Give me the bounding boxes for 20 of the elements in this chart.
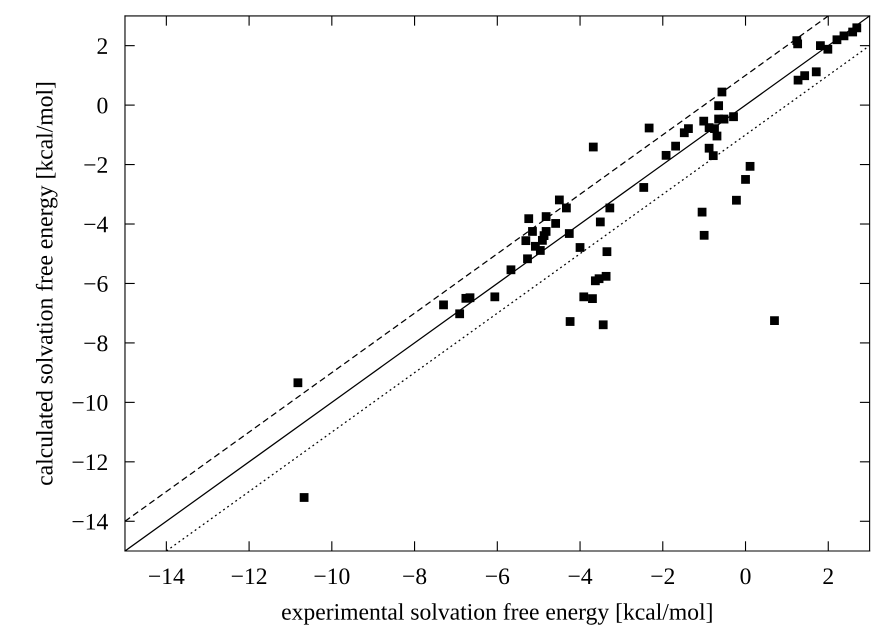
x-tick-label: −12 <box>232 568 266 584</box>
x-tick-label: −14 <box>149 568 184 584</box>
x-axis-title: experimental solvation free energy [kcal/mol] <box>282 602 712 625</box>
x-tick-label: −4 <box>568 568 592 584</box>
y-tick-label: −10 <box>72 394 108 411</box>
x-tick-label: 2 <box>823 568 833 584</box>
x-tick-label: −2 <box>651 568 674 584</box>
x-tick-label: −10 <box>314 568 350 584</box>
y-tick-label: 2 <box>98 38 108 54</box>
y-tick-label: −12 <box>72 454 108 470</box>
x-tick-label: −6 <box>486 568 510 584</box>
x-tick-label: 0 <box>740 568 751 584</box>
y-tick-label: −2 <box>84 157 108 173</box>
y-tick-label: 0 <box>97 98 108 114</box>
y-tick-label: −14 <box>72 514 108 530</box>
y-tick-label: −6 <box>84 276 108 292</box>
x-tick-label: −8 <box>403 568 426 584</box>
y-axis-title: calculated solvation free energy [kcal/mol] <box>36 82 58 485</box>
y-tick-label: −4 <box>84 216 108 232</box>
y-tick-label: −8 <box>84 335 108 352</box>
